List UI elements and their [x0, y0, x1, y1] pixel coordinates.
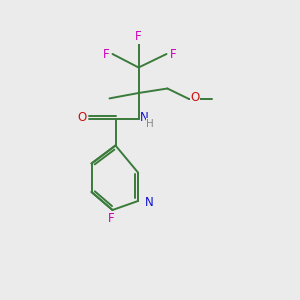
Text: F: F [108, 212, 114, 225]
Text: O: O [190, 91, 200, 104]
Text: F: F [135, 30, 142, 44]
Text: F: F [170, 47, 176, 61]
Text: F: F [103, 47, 109, 61]
Text: O: O [77, 111, 86, 124]
Text: H: H [146, 119, 154, 129]
Text: N: N [140, 111, 149, 124]
Text: N: N [145, 196, 153, 209]
